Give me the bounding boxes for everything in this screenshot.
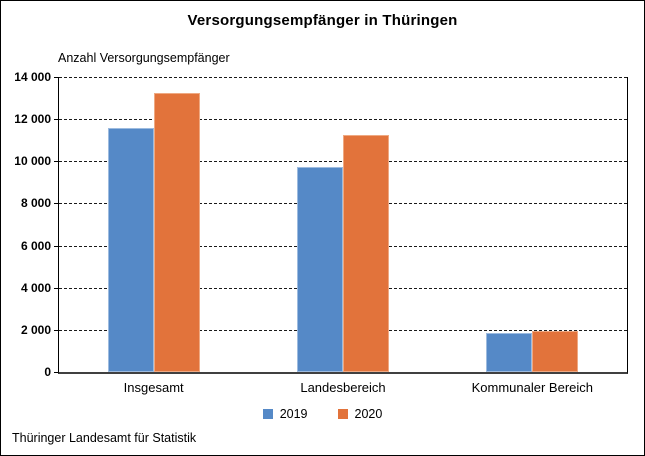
legend-swatch-icon: [262, 409, 273, 419]
y-tick-label: 14 000: [14, 70, 51, 84]
y-tick-label: 4 000: [20, 280, 51, 295]
legend-item-2020: 2020: [337, 407, 383, 421]
x-category-label: Landesbereich: [300, 380, 386, 395]
y-tick-mark: [54, 372, 58, 373]
gridline: [59, 77, 627, 78]
bar-2019-insgesamt: [107, 127, 154, 372]
y-tick-mark: [54, 245, 58, 247]
y-tick-mark: [54, 287, 58, 289]
y-tick-mark: [54, 203, 58, 205]
bar-2020-landesbereich: [343, 134, 389, 372]
bar-2020-insgesamt: [153, 92, 200, 372]
y-tick-label: 12 000: [14, 112, 51, 127]
legend-item-2019: 2019: [262, 407, 308, 421]
y-tick-label: 10 000: [14, 154, 51, 169]
bar-2019-kommunaler-bereich: [486, 333, 533, 372]
source-note: Thüringer Landesamt für Statistik: [12, 431, 197, 445]
y-tick-mark: [54, 119, 58, 121]
y-tick-mark: [54, 161, 58, 163]
bar-2020-kommunaler-bereich: [532, 330, 579, 372]
chart-title: Versorgungsempfänger in Thüringen: [187, 12, 458, 29]
y-tick-label: 2 000: [20, 322, 51, 337]
y-tick-label: 0: [44, 365, 51, 379]
bar-2019-landesbereich: [297, 166, 343, 372]
x-category-label: Insgesamt: [123, 380, 184, 395]
legend-label: 2020: [354, 407, 383, 421]
legend-swatch-icon: [337, 409, 348, 419]
gridline: [59, 119, 627, 121]
legend: 2019 2020: [1, 407, 644, 421]
x-category-label: Kommunaler Bereich: [471, 380, 594, 395]
y-tick-mark: [54, 77, 58, 78]
y-tick-label: 8 000: [20, 196, 51, 211]
y-axis-title: Anzahl Versorgungsempfänger: [58, 51, 230, 65]
legend-label: 2019: [279, 407, 308, 421]
plot-area: Insgesamt Landesbereich Kommunaler Bereich: [58, 77, 628, 395]
y-tick-mark: [54, 329, 58, 331]
y-tick-label: 6 000: [20, 238, 51, 253]
